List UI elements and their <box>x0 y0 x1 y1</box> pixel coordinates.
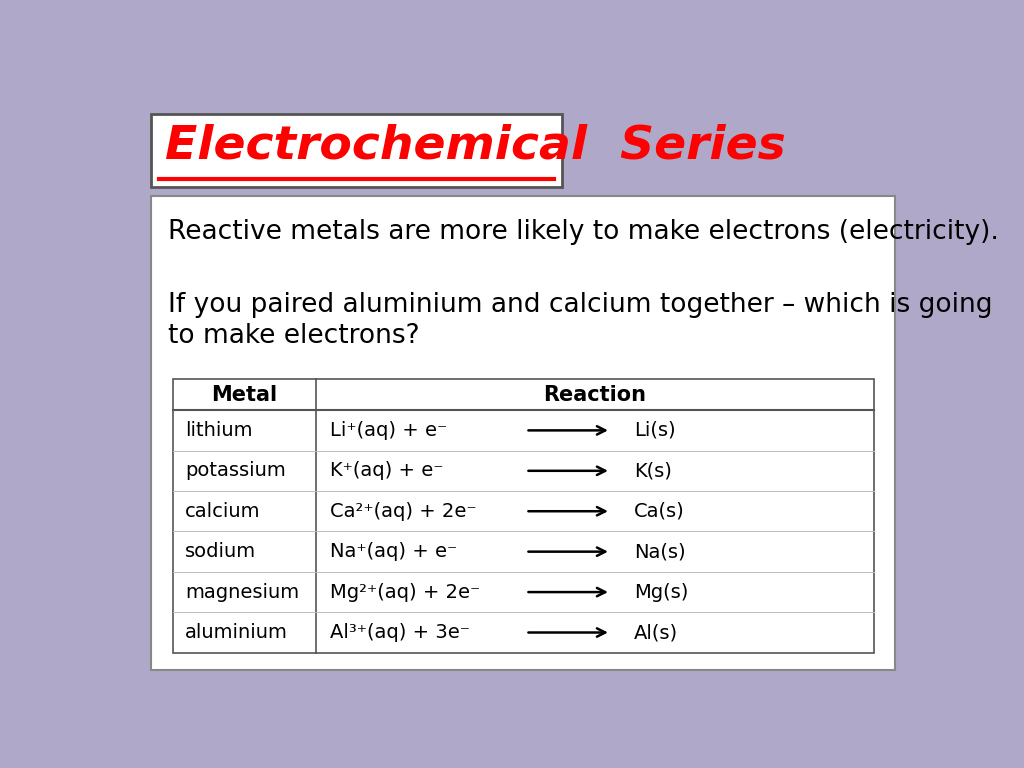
Text: Mg(s): Mg(s) <box>634 583 688 601</box>
Text: Na⁺(aq) + e⁻: Na⁺(aq) + e⁻ <box>331 542 458 561</box>
Text: Reactive metals are more likely to make electrons (electricity).: Reactive metals are more likely to make … <box>168 219 999 245</box>
Text: K⁺(aq) + e⁻: K⁺(aq) + e⁻ <box>331 462 443 480</box>
Text: Al³⁺(aq) + 3e⁻: Al³⁺(aq) + 3e⁻ <box>331 623 470 642</box>
Text: to make electrons?: to make electrons? <box>168 323 420 349</box>
Text: Reaction: Reaction <box>544 385 646 405</box>
Text: potassium: potassium <box>185 462 286 480</box>
Text: lithium: lithium <box>185 421 253 440</box>
Text: calcium: calcium <box>185 502 261 521</box>
Text: Electrochemical  Series: Electrochemical Series <box>165 124 786 169</box>
FancyBboxPatch shape <box>152 196 895 670</box>
Text: Ca²⁺(aq) + 2e⁻: Ca²⁺(aq) + 2e⁻ <box>331 502 477 521</box>
Text: Al(s): Al(s) <box>634 623 678 642</box>
FancyBboxPatch shape <box>173 379 873 653</box>
Text: sodium: sodium <box>185 542 256 561</box>
Text: Ca(s): Ca(s) <box>634 502 685 521</box>
Text: Li(s): Li(s) <box>634 421 676 440</box>
Text: magnesium: magnesium <box>185 583 299 601</box>
Text: aluminium: aluminium <box>185 623 288 642</box>
Text: If you paired aluminium and calcium together – which is going: If you paired aluminium and calcium toge… <box>168 293 993 319</box>
Text: Na(s): Na(s) <box>634 542 686 561</box>
Text: K(s): K(s) <box>634 462 672 480</box>
Text: Mg²⁺(aq) + 2e⁻: Mg²⁺(aq) + 2e⁻ <box>331 583 480 601</box>
Text: Li⁺(aq) + e⁻: Li⁺(aq) + e⁻ <box>331 421 447 440</box>
FancyBboxPatch shape <box>152 114 562 187</box>
Text: Metal: Metal <box>212 385 278 405</box>
